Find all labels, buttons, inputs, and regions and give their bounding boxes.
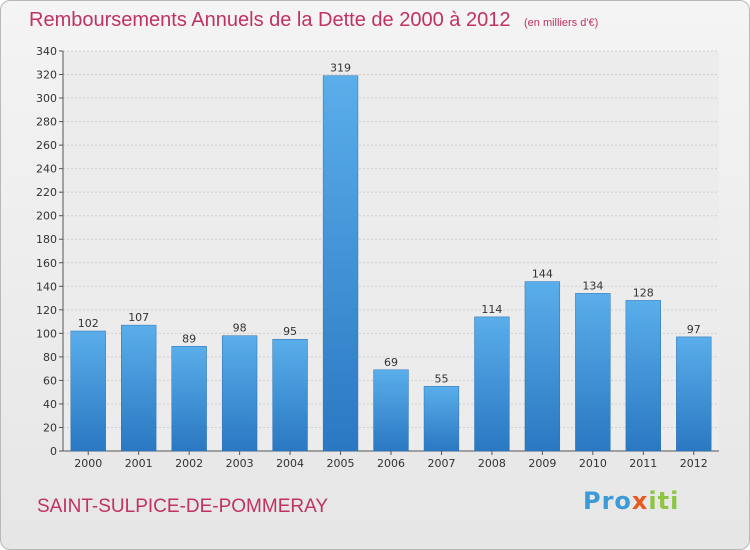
x-tick-label: 2011 <box>629 457 657 470</box>
x-tick-label: 2002 <box>175 457 203 470</box>
data-label: 102 <box>78 317 99 330</box>
chart-subtitle: (en milliers d'€) <box>524 17 599 29</box>
y-tick-label: 80 <box>43 351 57 364</box>
data-label: 319 <box>330 62 351 75</box>
data-label: 97 <box>687 323 701 336</box>
bar <box>221 335 258 452</box>
data-label: 55 <box>434 372 448 385</box>
data-label: 128 <box>633 286 654 299</box>
x-tick-label: 2003 <box>226 457 254 470</box>
bar <box>625 300 661 452</box>
bar <box>474 316 510 452</box>
data-label: 95 <box>283 325 297 338</box>
x-tick-label: 2008 <box>478 457 506 470</box>
x-tick-label: 2010 <box>579 457 607 470</box>
bar <box>121 324 157 452</box>
y-tick-label: 280 <box>36 116 57 129</box>
bar <box>423 386 460 452</box>
x-tick-label: 2006 <box>377 457 405 470</box>
logo-part-2: x <box>631 487 649 515</box>
data-label: 134 <box>582 279 603 292</box>
logo-part-1: Pro <box>583 487 632 515</box>
chart-title-text: Remboursements Annuels de la Dette de 20… <box>29 9 511 31</box>
x-tick-label: 2000 <box>74 457 102 470</box>
y-tick-label: 20 <box>43 421 57 434</box>
y-tick-label: 340 <box>36 45 57 58</box>
x-tick-label: 2001 <box>125 457 153 470</box>
data-label: 144 <box>532 268 553 281</box>
x-tick-label: 2004 <box>276 457 304 470</box>
bar <box>171 346 207 452</box>
data-label: 69 <box>384 356 398 369</box>
y-tick-label: 160 <box>36 257 57 270</box>
proxiti-logo: Proxiti <box>583 487 679 515</box>
x-tick-label: 2007 <box>427 457 455 470</box>
axes: 0 20 40 60 80 100 120 140 160 180 200 220 240 260 280 3… <box>36 45 719 470</box>
y-tick-label: 200 <box>36 210 57 223</box>
bar <box>70 330 106 452</box>
bar <box>373 369 409 452</box>
data-label: 107 <box>128 311 149 324</box>
data-label: 89 <box>182 332 196 345</box>
bar <box>676 336 712 452</box>
bar <box>272 338 308 452</box>
y-tick-label: 0 <box>50 445 57 458</box>
x-tick-label: 2009 <box>528 457 556 470</box>
chart-title: Remboursements Annuels de la Dette de 20… <box>29 9 598 32</box>
y-tick-label: 40 <box>43 398 57 411</box>
y-tick-label: 220 <box>36 186 57 199</box>
bar <box>322 75 359 452</box>
bars <box>70 75 712 452</box>
y-tick-label: 320 <box>36 69 57 82</box>
labels: 102 107 89 98 95 319 69 55 114 144 134 128 97 <box>78 62 701 386</box>
y-tick-label: 140 <box>36 280 57 293</box>
y-tick-label: 100 <box>36 327 57 340</box>
place-name: SAINT-SULPICE-DE-POMMERAY <box>37 496 329 517</box>
y-tick-label: 240 <box>36 163 57 176</box>
bar <box>575 293 611 452</box>
x-tick-label: 2005 <box>327 457 355 470</box>
y-tick-label: 300 <box>36 92 57 105</box>
y-tick-label: 180 <box>36 233 57 246</box>
data-label: 114 <box>481 303 502 316</box>
data-label: 98 <box>233 322 247 335</box>
y-tick-label: 60 <box>43 374 57 387</box>
bar <box>524 281 561 452</box>
logo-part-3: iti <box>648 487 680 515</box>
x-tick-label: 2012 <box>680 457 708 470</box>
y-tick-label: 260 <box>36 139 57 152</box>
y-tick-label: 120 <box>36 304 57 317</box>
